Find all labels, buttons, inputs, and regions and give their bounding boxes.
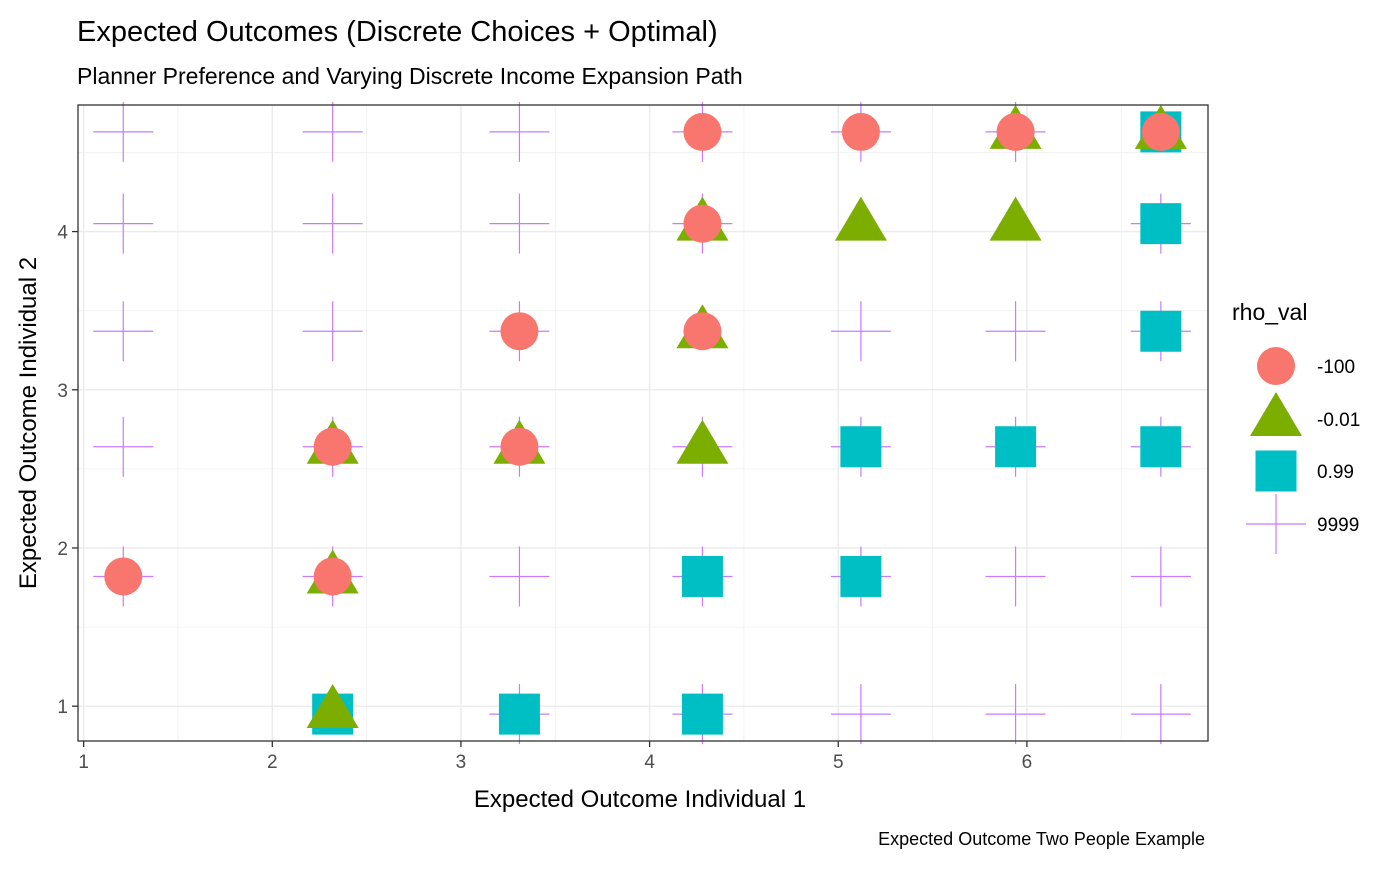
point-square: [840, 426, 882, 468]
x-tick-label: 4: [644, 752, 655, 773]
point-cross: [1130, 684, 1191, 745]
point-cross: [1130, 546, 1191, 607]
legend-key-cross: [1246, 494, 1306, 554]
y-axis-title: Expected Outcome Individual 2: [15, 257, 42, 589]
point-cross: [93, 301, 154, 362]
point-triangle: [989, 196, 1042, 241]
legend-key-triangle: [1250, 392, 1302, 436]
point-triangle: [834, 196, 887, 241]
point-square: [681, 555, 723, 597]
point-circle: [683, 112, 722, 151]
x-axis-title: Expected Outcome Individual 1: [474, 786, 806, 813]
point-circle: [683, 204, 722, 243]
point-cross: [985, 684, 1046, 745]
point-circle: [683, 312, 722, 351]
plot-panel: [78, 105, 1208, 741]
legend-label: -100: [1317, 357, 1355, 378]
point-cross: [830, 301, 891, 362]
point-cross: [93, 416, 154, 477]
point-cross: [489, 193, 550, 254]
point-triangle: [676, 419, 729, 464]
point-cross: [302, 301, 363, 362]
point-cross: [93, 193, 154, 254]
x-tick-label: 3: [456, 752, 467, 773]
point-cross: [830, 684, 891, 745]
x-tick-label: 1: [78, 752, 89, 773]
point-square: [681, 693, 723, 735]
point-cross: [489, 101, 550, 162]
x-tick-label: 2: [267, 752, 278, 773]
y-axis-ticks: 1 2 3 4: [57, 223, 78, 718]
point-circle: [500, 427, 539, 466]
grid-major: [78, 105, 1208, 741]
chart-title: Expected Outcomes (Discrete Choices + Op…: [77, 16, 718, 48]
y-tick-label: 2: [57, 539, 68, 560]
legend-label: -0.01: [1317, 410, 1360, 431]
point-circle: [313, 427, 352, 466]
x-axis-ticks: 1 2 3 4 5 6: [78, 741, 1032, 773]
legend-title: rho_val: [1232, 299, 1307, 325]
point-square: [1140, 310, 1182, 352]
y-tick-label: 4: [57, 223, 68, 244]
point-cross: [93, 101, 154, 162]
grid-minor: [78, 105, 1208, 741]
point-circle: [500, 312, 539, 351]
point-square: [498, 693, 540, 735]
y-tick-label: 1: [57, 697, 68, 718]
point-cross: [985, 546, 1046, 607]
legend-label: 9999: [1317, 515, 1359, 536]
point-circle: [996, 112, 1035, 151]
legend-key-square: [1255, 450, 1297, 492]
chart-subtitle: Planner Preference and Varying Discrete …: [77, 63, 743, 89]
point-circle: [1141, 112, 1180, 151]
legend-key-circle: [1257, 347, 1295, 385]
point-cross: [489, 546, 550, 607]
point-circle: [313, 557, 352, 596]
x-tick-label: 6: [1022, 752, 1033, 773]
point-cross: [302, 193, 363, 254]
point-triangle: [306, 683, 359, 728]
chart-caption: Expected Outcome Two People Example: [878, 829, 1205, 849]
point-cross: [985, 301, 1046, 362]
point-square: [1140, 203, 1182, 245]
plot-border: [77, 104, 1209, 742]
x-tick-label: 5: [833, 752, 844, 773]
legend: rho_val -100 -0.01 0.99 9999: [1232, 299, 1360, 554]
legend-label: 0.99: [1317, 462, 1354, 483]
point-circle: [841, 112, 880, 151]
point-square: [840, 555, 882, 597]
point-cross: [302, 101, 363, 162]
point-square: [995, 426, 1037, 468]
point-circle: [104, 557, 143, 596]
y-tick-label: 3: [57, 381, 68, 402]
point-square: [1140, 426, 1182, 468]
data-points: [93, 101, 1191, 745]
